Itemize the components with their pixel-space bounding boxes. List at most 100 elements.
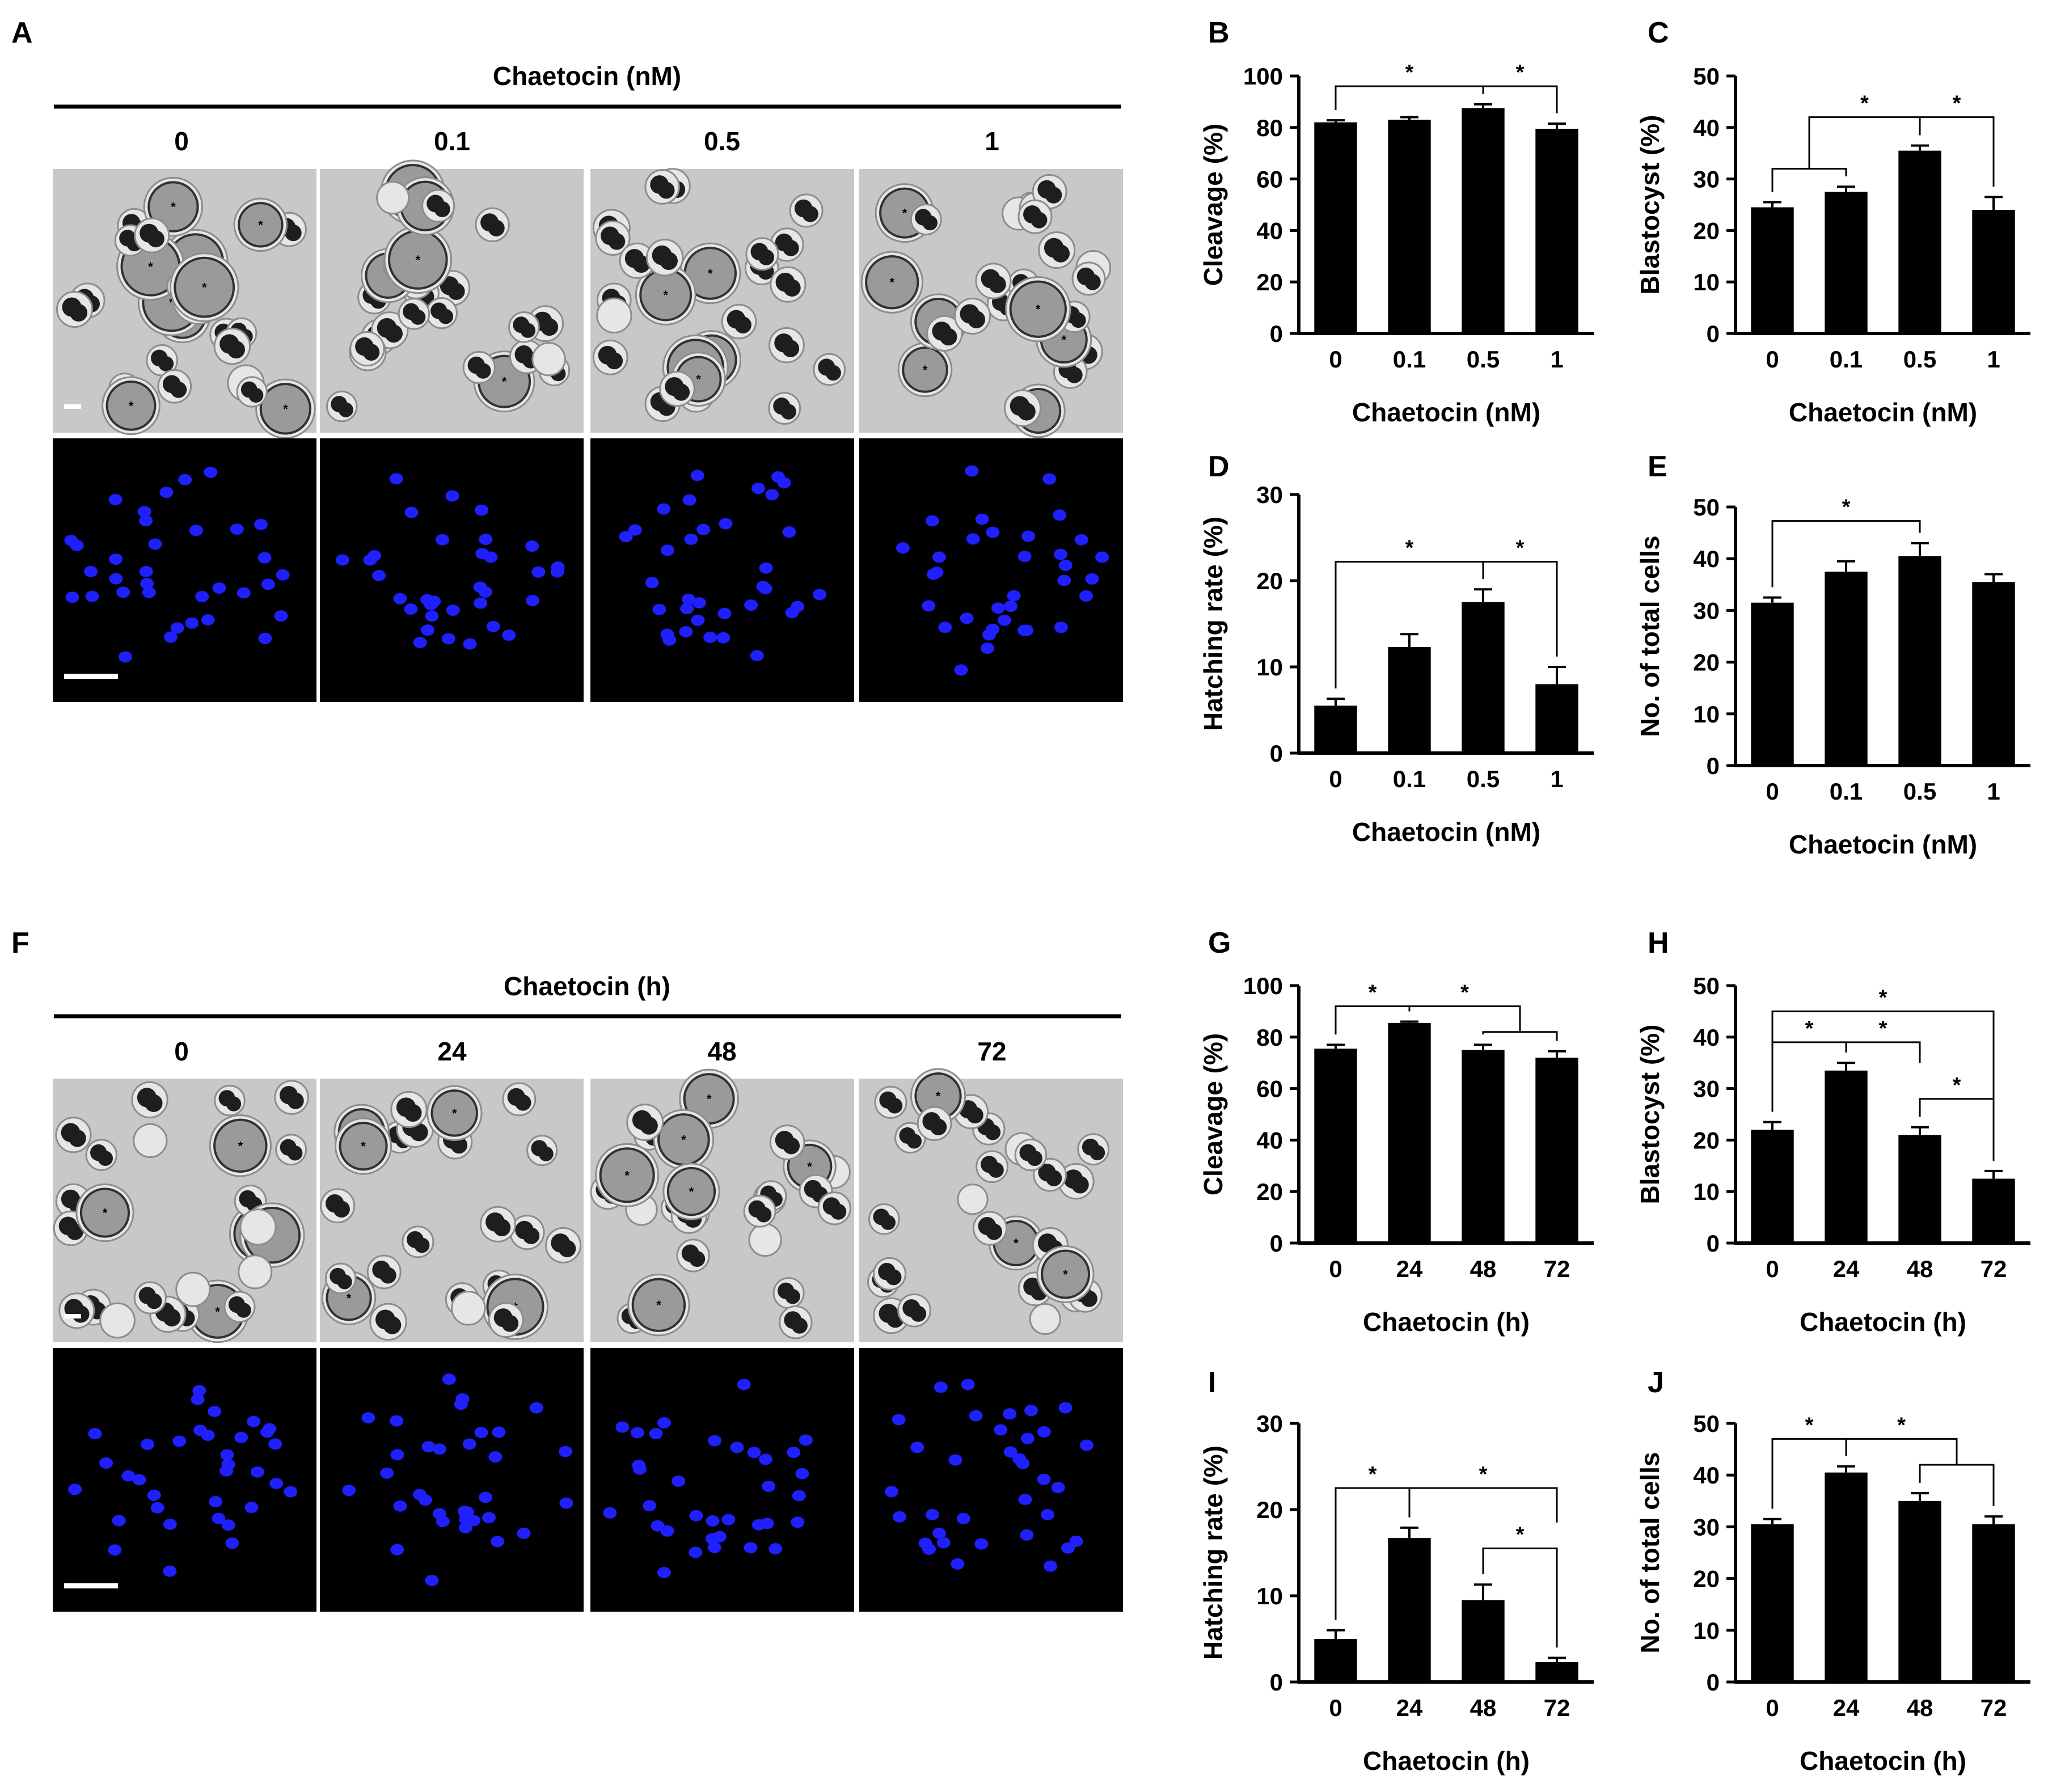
embryo-cell <box>1045 1170 1062 1186</box>
brightfield-image-3: ******* <box>859 169 1123 438</box>
nucleus <box>139 565 153 577</box>
blastocyst <box>599 1147 655 1203</box>
fluorescence-image-3 <box>859 438 1123 702</box>
x-tick-label: 72 <box>1981 1256 2007 1282</box>
nucleus <box>425 598 439 610</box>
significance-bracket: * <box>1771 496 1921 588</box>
embryo-cell <box>379 1267 396 1284</box>
nucleus <box>342 1485 356 1497</box>
nucleus <box>204 466 218 478</box>
embryo-cell <box>337 1274 352 1290</box>
embryo-cell <box>447 282 465 300</box>
nucleus <box>619 531 633 543</box>
embryo-cell <box>248 387 264 403</box>
x-tick-label: 1 <box>1987 778 2000 805</box>
nucleus <box>390 1449 404 1461</box>
panel-letter: C <box>1648 16 1669 49</box>
scale-bar <box>64 404 81 409</box>
nucleus <box>65 591 79 603</box>
embryo-cell <box>146 1293 162 1309</box>
significance-star: * <box>1516 1523 1525 1546</box>
blastocyst <box>1041 1249 1091 1299</box>
x-tick-label: 24 <box>1396 1694 1423 1721</box>
brightfield-image-2: * * * * * * <box>590 1068 854 1342</box>
bar-48 <box>1462 1600 1505 1682</box>
nucleus <box>1079 590 1093 602</box>
bracket-line <box>1845 1041 1921 1063</box>
nucleus <box>813 589 827 601</box>
embryo-cell <box>632 255 650 273</box>
embryo-zona <box>748 1223 782 1257</box>
blastocyst <box>147 181 199 233</box>
y-axis-title: Cleavage (%) <box>1198 124 1228 286</box>
nucleus <box>689 1546 703 1558</box>
blastocyst-marker: * <box>689 1185 694 1199</box>
y-tick-label: 0 <box>1707 753 1720 779</box>
x-axis-title: Chaetocin (h) <box>1363 1746 1530 1776</box>
embryo-cell <box>791 1317 808 1334</box>
embryo-zona <box>133 1123 168 1158</box>
y-tick-label: 10 <box>1693 1178 1720 1205</box>
embryo-cell <box>147 230 164 248</box>
y-tick-label: 100 <box>1243 63 1283 90</box>
nucleus <box>1053 548 1067 560</box>
significance-star: * <box>1516 61 1525 84</box>
nucleus <box>744 599 758 611</box>
nucleus <box>446 604 460 616</box>
embryo-cell <box>475 363 491 379</box>
bar-1 <box>1535 684 1578 753</box>
nucleus <box>361 1412 375 1424</box>
nucleus <box>922 600 936 612</box>
nucleus <box>948 1454 962 1466</box>
nucleus <box>1069 1535 1083 1547</box>
nucleus <box>425 1575 439 1587</box>
x-axis-title: Chaetocin (nM) <box>1789 398 1977 427</box>
nucleus <box>1007 590 1021 602</box>
blastocyst <box>865 255 919 310</box>
panel-letter: D <box>1208 450 1230 483</box>
nucleus <box>719 518 733 530</box>
significance-bracket: * <box>1919 1073 1995 1161</box>
nucleus <box>474 1427 488 1439</box>
bar-24 <box>1825 1472 1868 1682</box>
embryo-cell <box>385 324 403 343</box>
embryo-cell <box>886 1098 903 1114</box>
nucleus <box>643 1500 657 1512</box>
nucleus <box>441 633 455 645</box>
x-tick-label: 0.1 <box>1393 346 1426 373</box>
nucleus <box>703 631 717 643</box>
nucleus <box>1095 551 1109 563</box>
y-tick-label: 40 <box>1693 1024 1720 1051</box>
nucleus <box>1004 601 1018 612</box>
bracket-line <box>1845 1438 1958 1465</box>
embryo-zona <box>238 1254 273 1290</box>
nucleus <box>478 586 492 598</box>
nucleus <box>132 1474 146 1486</box>
bar-0.5 <box>1462 602 1505 753</box>
bar-0 <box>1314 705 1357 753</box>
nucleus <box>892 1414 906 1426</box>
embryo-cell <box>1045 187 1062 204</box>
nucleus <box>1051 1482 1065 1494</box>
embryo-cell <box>1084 274 1101 290</box>
y-tick-label: 0 <box>1270 1669 1283 1696</box>
panel-f: F Chaetocin (h) 0 24 48 72 *************… <box>11 927 1123 1612</box>
nucleus <box>795 1468 809 1480</box>
embryo-cell <box>660 252 678 271</box>
nucleus <box>721 1514 736 1525</box>
nucleus <box>84 565 98 577</box>
brightfield-image-0: ***** <box>53 1079 316 1343</box>
nucleus <box>88 1428 102 1440</box>
blastocyst <box>105 380 157 431</box>
blastocyst-marker: * <box>283 402 288 416</box>
x-tick-label: 48 <box>1907 1694 1933 1721</box>
y-tick-label: 50 <box>1693 1410 1720 1437</box>
nucleus <box>1037 1426 1051 1438</box>
nucleus <box>751 1519 766 1531</box>
nucleus <box>1017 551 1032 563</box>
fluorescence-image-0 <box>53 438 316 702</box>
blastocyst-marker: * <box>696 373 701 387</box>
y-tick-label: 0 <box>1270 320 1283 347</box>
fluorescence-background <box>859 1348 1123 1612</box>
